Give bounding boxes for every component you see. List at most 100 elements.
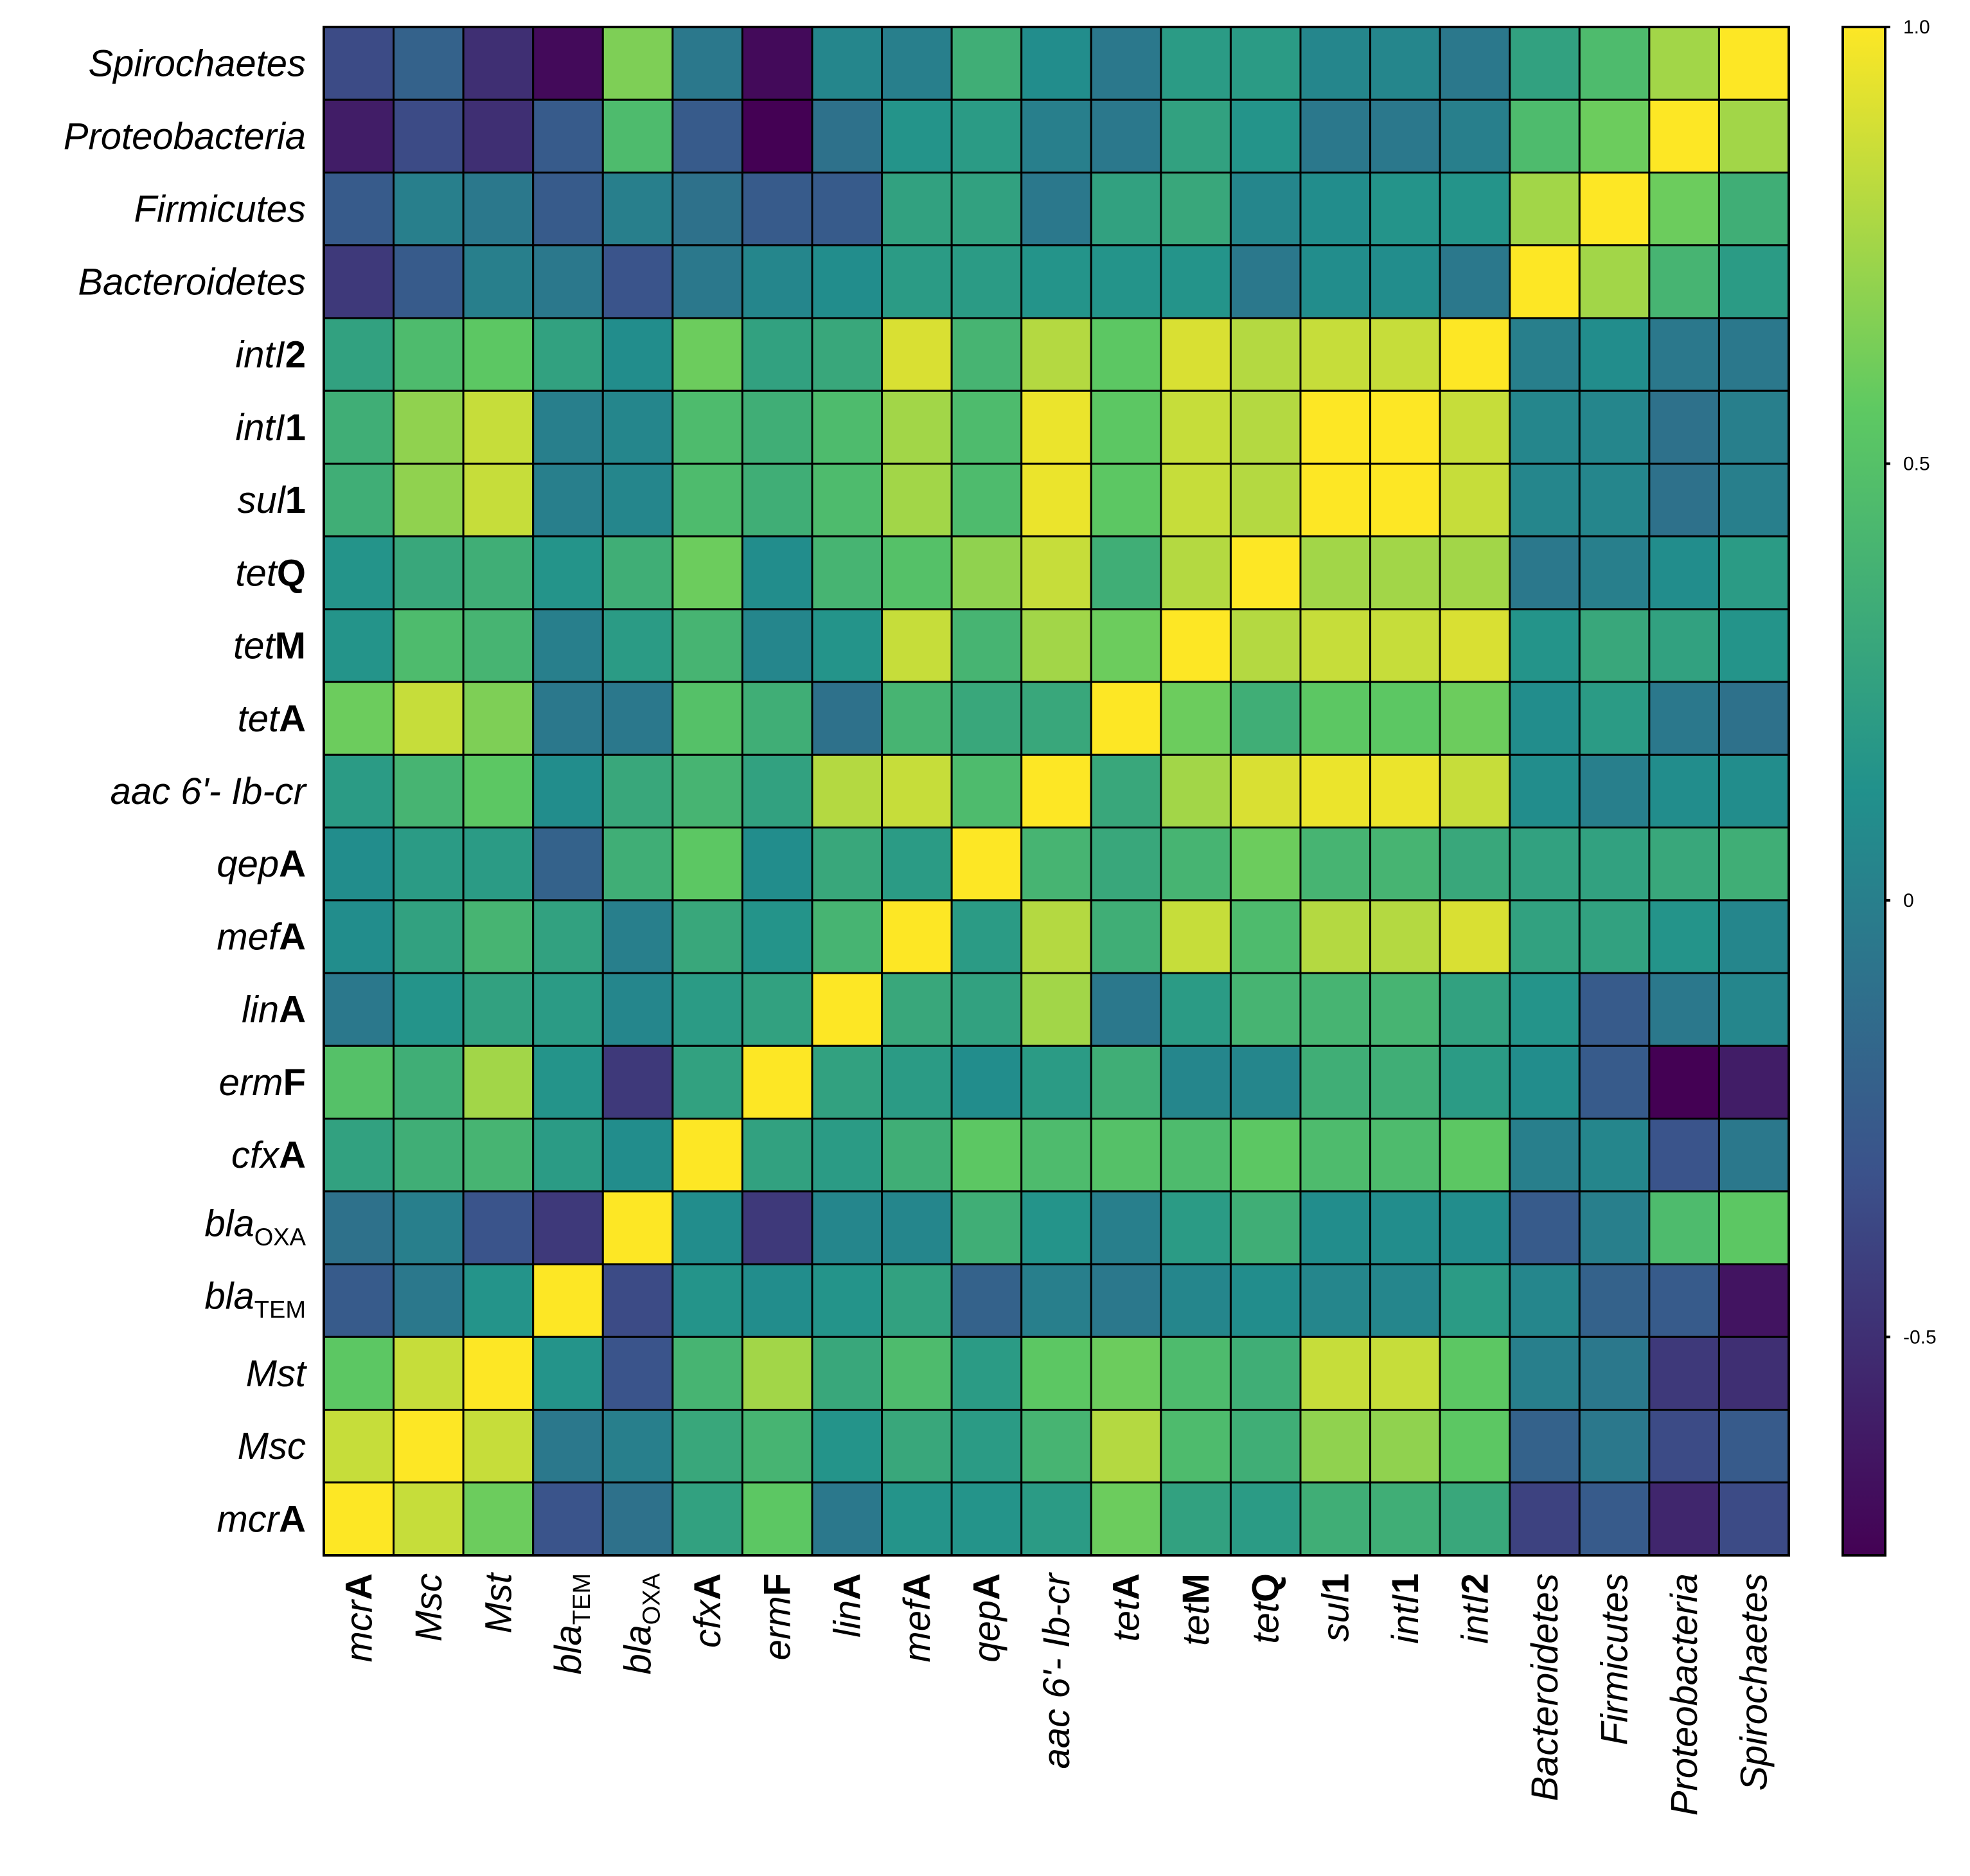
heatmap-cell-linA-intI2 xyxy=(1439,972,1511,1047)
heatmap-cell-blaTEM-tetQ xyxy=(1229,1263,1302,1338)
column-label-blaTEM: blaTEM xyxy=(547,1573,596,1675)
heatmap-cell-qepA-intI2 xyxy=(1439,826,1511,902)
heatmap-cell-qepA-Bacteroidetes xyxy=(1509,826,1581,902)
heatmap-cell-Spirochaetes-cfxA xyxy=(671,26,743,101)
heatmap-cell-mefA-mcrA xyxy=(323,899,395,974)
heatmap-cell-intI1-blaOXA xyxy=(601,389,674,465)
heatmap-cell-mefA-tetQ xyxy=(1229,899,1302,974)
heatmap-cell-aac6-Msc xyxy=(393,753,465,829)
heatmap-cell-Bacteroidetes-intI1 xyxy=(1369,244,1441,319)
heatmap-cell-cfxA-blaOXA xyxy=(601,1118,674,1193)
heatmap-cell-qepA-mcrA xyxy=(323,826,395,902)
heatmap-cell-tetM-intI2 xyxy=(1439,608,1511,683)
heatmap-cell-aac6-linA xyxy=(811,753,883,829)
heatmap-cell-blaOXA-cfxA xyxy=(671,1190,743,1265)
heatmap-cell-aac6-aac6 xyxy=(1020,753,1092,829)
heatmap-cell-ermF-Spirochaetes xyxy=(1717,1044,1790,1120)
heatmap-cell-tetA-mefA xyxy=(881,681,953,756)
heatmap-cell-Msc-mcrA xyxy=(323,1409,395,1484)
heatmap-cell-Firmicutes-tetQ xyxy=(1229,171,1302,247)
row-label-aac6: aac 6'- Ib-cr xyxy=(111,771,308,812)
heatmap-cell-blaTEM-Firmicutes xyxy=(1578,1263,1651,1338)
heatmap-cell-tetQ-ermF xyxy=(741,535,813,611)
heatmap-cell-Firmicutes-sul1 xyxy=(1299,171,1372,247)
column-label-Firmicutes: Firmicutes xyxy=(1594,1573,1636,1745)
heatmap-cell-blaTEM-intI1 xyxy=(1369,1263,1441,1338)
heatmap-cell-Msc-linA xyxy=(811,1409,883,1484)
heatmap-cell-blaOXA-mefA xyxy=(881,1190,953,1265)
heatmap-cell-intI1-ermF xyxy=(741,389,813,465)
heatmap-cell-tetA-Msc xyxy=(393,681,465,756)
column-label-ermF: ermF xyxy=(757,1573,799,1660)
heatmap-cell-blaTEM-qepA xyxy=(950,1263,1023,1338)
heatmap-cell-Bacteroidetes-Proteobacteria xyxy=(1648,244,1720,319)
heatmap-cell-aac6-intI1 xyxy=(1369,753,1441,829)
heatmap-cell-tetA-intI1 xyxy=(1369,681,1441,756)
heatmap-cell-aac6-Firmicutes xyxy=(1578,753,1651,829)
heatmap-cell-Bacteroidetes-intI2 xyxy=(1439,244,1511,319)
heatmap-cell-mefA-Proteobacteria xyxy=(1648,899,1720,974)
colorbar-tick-label: 1.0 xyxy=(1903,17,1930,38)
heatmap-cell-sul1-tetM xyxy=(1160,462,1232,538)
heatmap-cell-blaOXA-mcrA xyxy=(323,1190,395,1265)
heatmap-cell-mcrA-blaTEM xyxy=(532,1481,604,1557)
heatmap-cell-Spirochaetes-Bacteroidetes xyxy=(1509,26,1581,101)
heatmap-cell-mcrA-qepA xyxy=(950,1481,1023,1557)
heatmap-cell-intI1-Spirochaetes xyxy=(1717,389,1790,465)
heatmap-cell-ermF-intI1 xyxy=(1369,1044,1441,1120)
heatmap-cell-intI1-mefA xyxy=(881,389,953,465)
heatmap-cell-mefA-cfxA xyxy=(671,899,743,974)
heatmap-cell-mcrA-intI1 xyxy=(1369,1481,1441,1557)
heatmap-cell-mcrA-tetM xyxy=(1160,1481,1232,1557)
heatmap-cell-Proteobacteria-tetA xyxy=(1090,98,1162,174)
column-label-Proteobacteria: Proteobacteria xyxy=(1664,1573,1705,1816)
heatmap-cell-tetM-ermF xyxy=(741,608,813,683)
heatmap-cell-intI2-mefA xyxy=(881,317,953,392)
heatmap-cell-Spirochaetes-sul1 xyxy=(1299,26,1372,101)
heatmap-cell-tetQ-tetM xyxy=(1160,535,1232,611)
heatmap-cell-Spirochaetes-Spirochaetes xyxy=(1717,26,1790,101)
heatmap-cell-tetA-blaOXA xyxy=(601,681,674,756)
column-label-Spirochaetes: Spirochaetes xyxy=(1734,1573,1775,1791)
heatmap-cell-cfxA-cfxA xyxy=(671,1118,743,1193)
heatmap-cell-Firmicutes-intI2 xyxy=(1439,171,1511,247)
heatmap-cell-intI2-mcrA xyxy=(323,317,395,392)
heatmap-cell-linA-tetM xyxy=(1160,972,1232,1047)
heatmap-cell-blaTEM-blaOXA xyxy=(601,1263,674,1338)
heatmap-cell-blaTEM-mefA xyxy=(881,1263,953,1338)
heatmap-cell-Msc-ermF xyxy=(741,1409,813,1484)
heatmap-cell-ermF-mefA xyxy=(881,1044,953,1120)
heatmap-cell-cfxA-mcrA xyxy=(323,1118,395,1193)
heatmap-cell-mefA-Bacteroidetes xyxy=(1509,899,1581,974)
heatmap-cell-linA-qepA xyxy=(950,972,1023,1047)
column-label-mefA: mefA xyxy=(896,1573,938,1663)
heatmap-cell-linA-sul1 xyxy=(1299,972,1372,1047)
heatmap-cell-ermF-intI2 xyxy=(1439,1044,1511,1120)
heatmap-cell-ermF-Proteobacteria xyxy=(1648,1044,1720,1120)
heatmap-cell-aac6-tetM xyxy=(1160,753,1232,829)
heatmap-cell-qepA-Proteobacteria xyxy=(1648,826,1720,902)
heatmap-cell-blaTEM-Msc xyxy=(393,1263,465,1338)
heatmap-cell-blaOXA-intI1 xyxy=(1369,1190,1441,1265)
heatmap-cell-tetQ-Bacteroidetes xyxy=(1509,535,1581,611)
heatmap-cell-tetA-aac6 xyxy=(1020,681,1092,756)
heatmap-cell-Spirochaetes-ermF xyxy=(741,26,813,101)
heatmap-cell-sul1-tetQ xyxy=(1229,462,1302,538)
heatmap-cell-Mst-mcrA xyxy=(323,1336,395,1411)
heatmap-cell-sul1-sul1 xyxy=(1299,462,1372,538)
heatmap-cell-Spirochaetes-tetQ xyxy=(1229,26,1302,101)
heatmap-cell-tetM-linA xyxy=(811,608,883,683)
heatmap-cell-Mst-tetQ xyxy=(1229,1336,1302,1411)
heatmap-cell-Msc-mefA xyxy=(881,1409,953,1484)
heatmap-cell-tetQ-Firmicutes xyxy=(1578,535,1651,611)
heatmap-cell-sul1-mefA xyxy=(881,462,953,538)
heatmap-cell-intI2-Bacteroidetes xyxy=(1509,317,1581,392)
heatmap-cell-Msc-intI1 xyxy=(1369,1409,1441,1484)
heatmap-cell-blaTEM-Bacteroidetes xyxy=(1509,1263,1581,1338)
heatmap-cell-linA-tetA xyxy=(1090,972,1162,1047)
heatmap-cell-mcrA-tetQ xyxy=(1229,1481,1302,1557)
heatmap-cell-blaOXA-tetA xyxy=(1090,1190,1162,1265)
heatmap-cell-sul1-Bacteroidetes xyxy=(1509,462,1581,538)
row-label-cfxA: cfxA xyxy=(231,1134,306,1176)
